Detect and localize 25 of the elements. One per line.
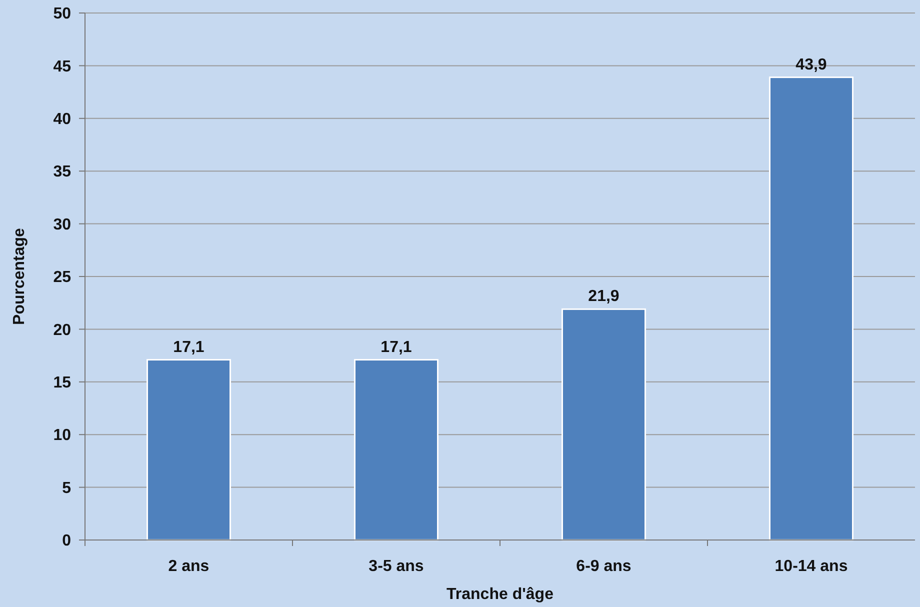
x-tick-label: 3-5 ans — [368, 558, 424, 575]
data-label: 17,1 — [173, 338, 204, 356]
data-label: 17,1 — [380, 338, 412, 356]
y-tick-label: 10 — [53, 427, 72, 444]
x-tick-label: 10-14 ans — [774, 558, 848, 575]
bar — [354, 359, 438, 541]
y-tick-label: 5 — [62, 480, 72, 497]
bar — [146, 359, 231, 541]
y-tick-label: 40 — [53, 111, 72, 128]
y-tick-label: 50 — [53, 6, 72, 23]
y-axis-title: Pourcentage — [11, 228, 28, 325]
y-tick-label: 20 — [53, 322, 72, 339]
bar — [769, 76, 854, 541]
y-tick-label: 0 — [62, 532, 72, 550]
y-tick-label: 35 — [53, 164, 72, 181]
x-tick-label: 6-9 ans — [576, 558, 632, 575]
y-tick-label: 30 — [53, 216, 72, 234]
y-tick-label: 15 — [53, 374, 72, 392]
data-label: 21,9 — [588, 288, 620, 306]
data-label: 43,9 — [796, 56, 827, 74]
x-axis-title: Tranche d'âge — [446, 586, 554, 603]
x-tick-label: 2 ans — [168, 558, 210, 575]
y-tick-label: 45 — [53, 58, 72, 76]
bar — [562, 308, 646, 541]
y-tick-label: 25 — [53, 269, 72, 286]
